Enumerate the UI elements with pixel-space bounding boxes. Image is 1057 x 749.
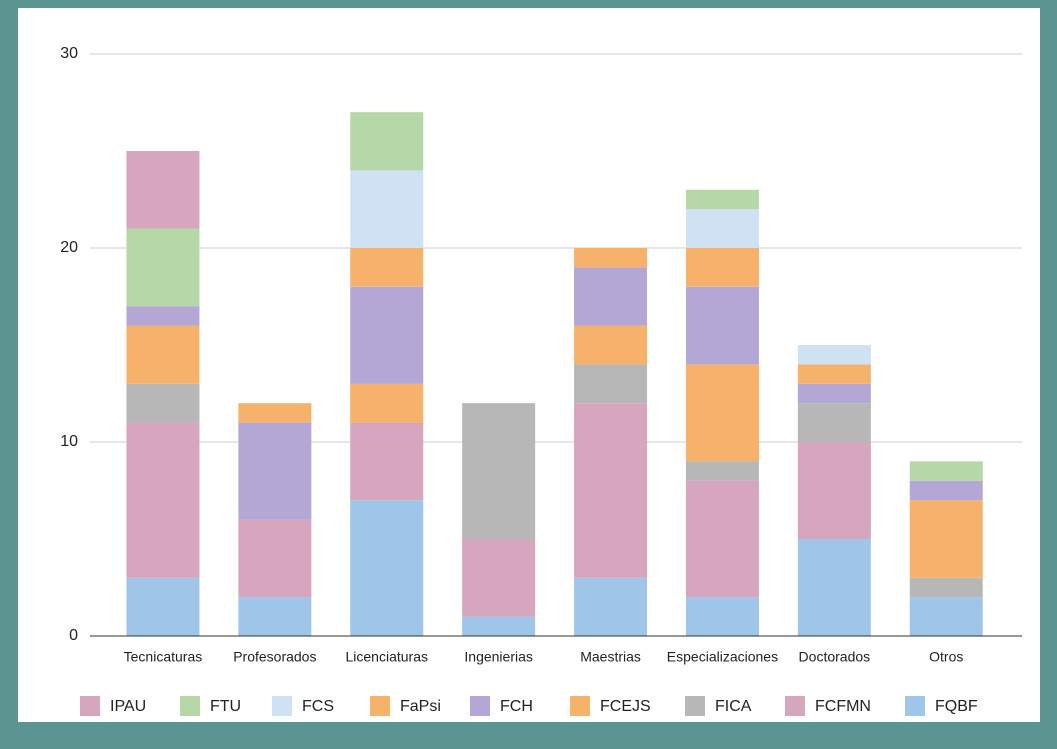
y-tick-label: 30 [60,45,78,62]
x-tick-label: Maestrias [580,649,641,665]
bar-segment [797,403,871,442]
bar-segment [574,267,648,326]
x-tick-label: Ingenierias [464,649,533,665]
bar-segment [574,403,648,578]
bar-segment [574,325,648,365]
bar-segment [574,577,648,636]
bar-segment [574,248,648,268]
bar-segment [350,383,424,423]
x-tick-label: Otros [929,649,963,665]
legend-label: FaPsi [400,698,441,715]
bar-segment [909,577,983,598]
bar-segment [685,286,759,365]
bar-segment [797,345,871,365]
bar-segment [126,422,200,578]
bar-segment [126,228,200,307]
legend-swatch [570,696,590,716]
bar-segment [909,500,983,578]
legend-label: FCS [302,698,334,715]
bar-segment [685,248,759,287]
bar-segment [909,597,983,636]
legend-label: FCH [500,698,533,715]
bar-segment [685,461,759,481]
bar-segment [797,539,871,636]
bar-segment [685,597,759,636]
bar-segment [350,248,424,287]
bar-segment [909,461,983,481]
bar-segment [238,519,312,598]
bar-segment [126,151,200,229]
legend-label: IPAU [110,698,146,715]
bar-segment [350,170,424,248]
bar-segment [462,616,536,636]
bar-segment [797,364,871,384]
legend-swatch [905,696,925,716]
legend-label: FCEJS [600,698,651,715]
bar-segment [462,539,536,617]
bar-segment [685,480,759,598]
bar-segment [126,306,200,326]
y-tick-label: 20 [60,239,78,256]
x-tick-label: Licenciaturas [346,649,429,665]
legend-swatch [370,696,390,716]
bar-segment [685,364,759,462]
bar-segment [462,403,536,539]
bar-segment [126,383,200,423]
legend-swatch [180,696,200,716]
bar-segment [909,480,983,501]
legend-swatch [80,696,100,716]
legend-swatch [272,696,292,716]
x-tick-label: Tecnicaturas [124,649,203,665]
bar-segment [574,364,648,404]
legend-label: FTU [210,698,241,715]
bar-segment [126,325,200,384]
bar-segment [238,403,312,423]
y-tick-label: 0 [69,627,78,644]
bar-segment [685,209,759,248]
legend-label: FQBF [935,698,978,715]
legend-label: FICA [715,698,752,715]
legend-swatch [785,696,805,716]
bar-segment [797,383,871,404]
bar-segment [350,422,424,501]
x-tick-label: Profesorados [233,649,316,665]
bar-segment [238,597,312,636]
legend-label: FCFMN [815,698,871,715]
bar-segment [350,500,424,636]
legend-swatch [470,696,490,716]
x-tick-label: Especializaciones [667,649,778,665]
bar-segment [685,189,759,210]
bar-segment [238,422,312,520]
legend-swatch [685,696,705,716]
bar-segment [797,442,871,539]
y-tick-label: 10 [60,433,78,450]
bar-segment [350,112,424,171]
bar-segment [126,577,200,636]
bar-segment [350,286,424,384]
x-tick-label: Doctorados [799,649,871,665]
